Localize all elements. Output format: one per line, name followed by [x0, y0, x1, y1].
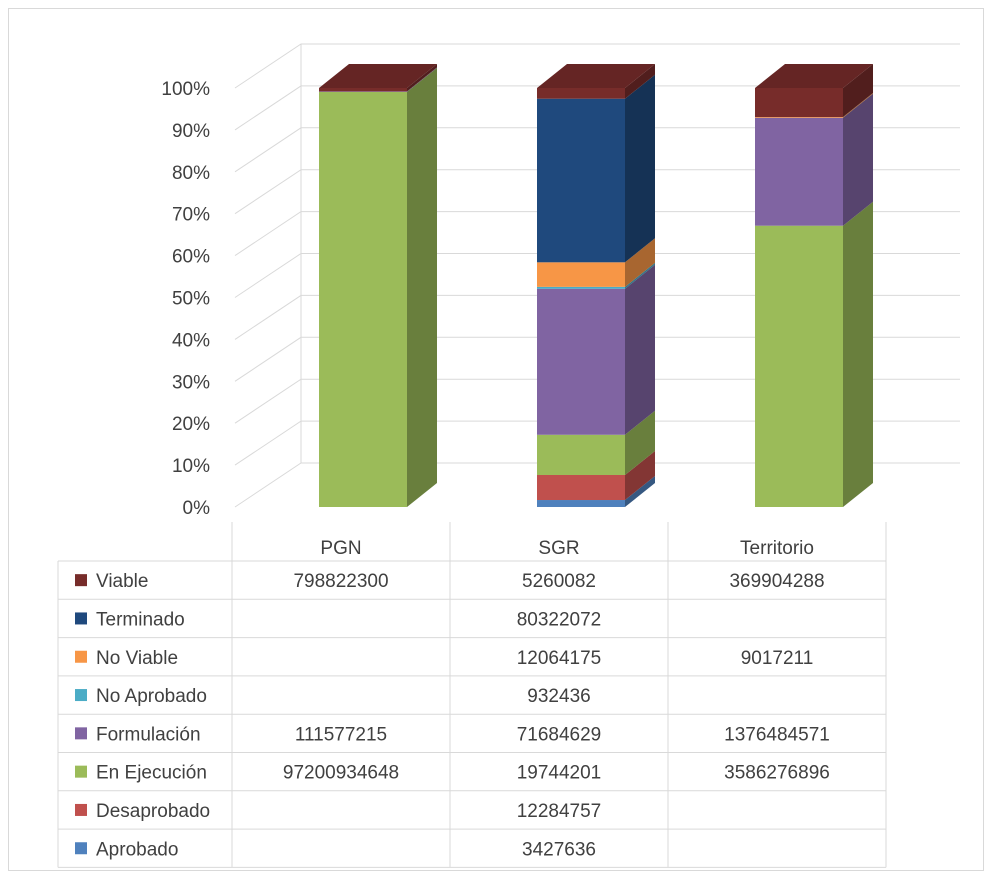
data-cell-no-aprobado-sgr: 932436	[527, 686, 590, 707]
data-cell-formulacion-pgn: 111577215	[295, 724, 387, 745]
series-label-no-aprobado: No Aprobado	[96, 686, 207, 707]
legend-swatch-no-viable	[75, 650, 87, 663]
data-cell-no-viable-sgr: 12064175	[517, 648, 602, 669]
bar-segment-sgr-viable	[537, 64, 655, 99]
bar-segment-sgr-terminado	[537, 74, 655, 263]
bar-segment-territorio-formulacion	[755, 93, 873, 226]
series-label-viable: Viable	[96, 571, 148, 592]
legend-swatch-no-aprobado	[75, 689, 87, 702]
bar-top-sgr	[537, 64, 655, 88]
bar-segment-pgn-viable	[319, 64, 437, 92]
category-label-sgr: SGR	[538, 538, 579, 559]
y-tick-label: 40%	[172, 330, 210, 351]
y-tick-label: 100%	[161, 79, 210, 100]
gridlines	[234, 43, 960, 508]
bar-top-territorio	[755, 64, 873, 88]
data-cell-en-ejecucion-territorio: 3586276896	[724, 763, 830, 784]
series-label-terminado: Terminado	[96, 609, 185, 630]
series-label-aprobado: Aprobado	[96, 839, 178, 860]
y-tick-label: 90%	[172, 121, 210, 142]
legend-swatch-formulacion	[75, 727, 87, 740]
data-cell-no-viable-territorio: 9017211	[741, 648, 814, 669]
legend-swatch-terminado	[75, 612, 87, 625]
bar-segment-sgr-no-aprobado	[537, 262, 655, 289]
series-label-no-viable: No Viable	[96, 648, 178, 669]
bar-segment-pgn-formulacion	[319, 67, 437, 92]
y-tick-label: 70%	[172, 205, 210, 226]
legend-swatch-en-ejecucion	[75, 765, 87, 778]
bar-segment-sgr-formulacion	[537, 264, 655, 435]
series-label-en-ejecucion: En Ejecución	[96, 763, 207, 784]
chart-frame	[8, 8, 984, 871]
y-axis-ticks: 0% 10% 20% 30% 40% 50% 60% 70% 80% 90% 100%	[161, 79, 210, 519]
y-tick-label: 30%	[172, 372, 210, 393]
bar-segment-sgr-aprobado	[537, 476, 655, 507]
bar-segment-territorio-viable	[755, 64, 873, 118]
y-tick-label: 20%	[172, 414, 210, 435]
y-tick-label: 10%	[172, 456, 210, 477]
legend-swatch-desaprobado	[75, 803, 87, 816]
y-tick-label: 80%	[172, 163, 210, 184]
bar-segment-sgr-no-viable	[537, 238, 655, 287]
category-label-pgn: PGN	[320, 538, 361, 559]
legend-swatch-viable	[75, 574, 87, 587]
y-tick-label: 60%	[172, 247, 210, 268]
data-cell-formulacion-sgr: 71684629	[517, 724, 602, 745]
bar-segment-sgr-en-ejecucion	[537, 410, 655, 475]
data-cell-viable-pgn: 798822300	[293, 571, 388, 592]
bar-segment-territorio-no-viable	[755, 93, 873, 118]
category-label-territorio: Territorio	[740, 538, 814, 559]
bar-segment-sgr-desaprobado	[537, 450, 655, 501]
data-cell-viable-sgr: 5260082	[522, 571, 596, 592]
bar-segment-territorio-en-ejecucion	[755, 201, 873, 507]
data-cell-desaprobado-sgr: 12284757	[517, 801, 602, 822]
data-cell-viable-territorio: 369904288	[729, 571, 824, 592]
series-label-desaprobado: Desaprobado	[96, 801, 210, 822]
data-table: PGN SGR Territorio Viable 798822300 5260082 36…	[57, 522, 887, 868]
data-cell-terminado-sgr: 80322072	[517, 609, 602, 630]
data-cell-en-ejecucion-sgr: 19744201	[517, 763, 602, 784]
bar-segment-pgn-en-ejecucion	[319, 67, 437, 508]
y-tick-label: 50%	[172, 289, 210, 310]
data-cell-aprobado-sgr: 3427636	[522, 839, 596, 860]
series-label-formulacion: Formulación	[96, 724, 201, 745]
bar-top-pgn	[319, 64, 437, 88]
data-cell-en-ejecucion-pgn: 97200934648	[283, 763, 399, 784]
data-cell-formulacion-territorio: 1376484571	[724, 724, 830, 745]
bars	[319, 64, 873, 508]
legend-swatch-aprobado	[75, 842, 87, 855]
y-tick-label: 0%	[183, 498, 211, 519]
